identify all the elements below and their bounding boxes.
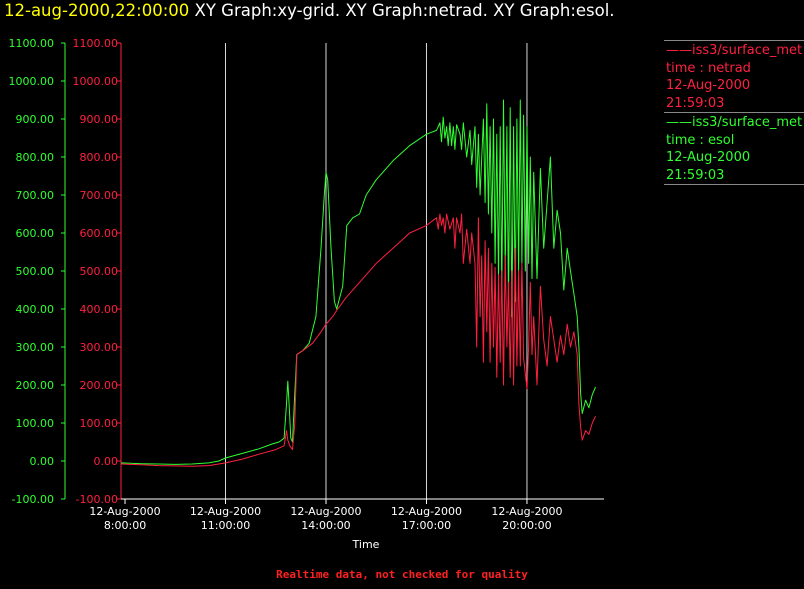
legend-netrad-time: 21:59:03 bbox=[666, 95, 725, 111]
y-tick-label-netrad: 500.00 bbox=[80, 265, 119, 278]
y-tick-label-esol: 500.00 bbox=[16, 265, 55, 278]
legend-netrad-variable: time : netrad bbox=[666, 60, 751, 76]
y-tick-label-esol: 1100.00 bbox=[9, 37, 55, 50]
y-tick-label-esol: 800.00 bbox=[16, 151, 55, 164]
y-tick-label-netrad: 800.00 bbox=[80, 151, 119, 164]
y-tick-label-esol: 100.00 bbox=[16, 417, 55, 430]
legend-netrad-dataset: ——iss3/surface_met bbox=[666, 43, 803, 58]
series-line-netrad bbox=[120, 213, 597, 467]
y-tick-label-esol: -100.00 bbox=[12, 493, 54, 506]
legend-esol: ——iss3/surface_met time : esol 12-Aug-20… bbox=[664, 112, 804, 185]
x-tick-date-label: 12-Aug-2000 bbox=[190, 505, 261, 518]
y-tick-label-netrad: 400.00 bbox=[80, 303, 119, 316]
y-tick-label-netrad: -100.00 bbox=[76, 493, 118, 506]
y-tick-label-esol: 600.00 bbox=[16, 227, 55, 240]
y-tick-label-esol: 0.00 bbox=[30, 455, 55, 468]
legend: ——iss3/surface_met time : netrad 12-Aug-… bbox=[664, 40, 804, 185]
x-tick-date-label: 12-Aug-2000 bbox=[491, 505, 562, 518]
x-tick-date-label: 12-Aug-2000 bbox=[391, 505, 462, 518]
title-timestamp: 12-aug-2000,22:00:00 bbox=[4, 1, 190, 20]
y-tick-label-netrad: 600.00 bbox=[80, 227, 119, 240]
x-tick-date-label: 12-Aug-2000 bbox=[290, 505, 361, 518]
x-tick-time-label: 11:00:00 bbox=[201, 519, 250, 532]
y-tick-label-esol: 1000.00 bbox=[9, 75, 55, 88]
y-tick-label-esol: 300.00 bbox=[16, 341, 55, 354]
y-tick-label-netrad: 700.00 bbox=[80, 189, 119, 202]
title-graph-list: XY Graph:xy-grid. XY Graph:netrad. XY Gr… bbox=[194, 1, 615, 20]
y-tick-label-netrad: 1000.00 bbox=[73, 75, 119, 88]
y-tick-label-netrad: 1100.00 bbox=[73, 37, 119, 50]
y-tick-label-netrad: 100.00 bbox=[80, 417, 119, 430]
x-tick-time-label: 20:00:00 bbox=[502, 519, 551, 532]
y-tick-label-netrad: 300.00 bbox=[80, 341, 119, 354]
y-tick-label-netrad: 900.00 bbox=[80, 113, 119, 126]
legend-esol-time: 21:59:03 bbox=[666, 167, 725, 183]
x-tick-time-label: 8:00:00 bbox=[104, 519, 146, 532]
x-axis-title: Time bbox=[352, 538, 380, 551]
y-tick-label-esol: 200.00 bbox=[16, 379, 55, 392]
quality-notice: Realtime data, not checked for quality bbox=[276, 568, 528, 581]
legend-netrad-date: 12-Aug-2000 bbox=[666, 78, 751, 93]
legend-netrad: ——iss3/surface_met time : netrad 12-Aug-… bbox=[664, 40, 804, 112]
x-tick-time-label: 17:00:00 bbox=[402, 519, 451, 532]
x-tick-date-label: 12-Aug-2000 bbox=[89, 505, 160, 518]
y-tick-label-esol: 400.00 bbox=[16, 303, 55, 316]
legend-esol-dataset: ——iss3/surface_met bbox=[666, 115, 803, 130]
y-tick-label-netrad: 200.00 bbox=[80, 379, 119, 392]
x-tick-time-label: 14:00:00 bbox=[301, 519, 350, 532]
graph-title: 12-aug-2000,22:00:00 XY Graph:xy-grid. X… bbox=[4, 1, 615, 20]
y-tick-label-esol: 700.00 bbox=[16, 189, 55, 202]
series-line-esol bbox=[120, 99, 597, 465]
legend-esol-date: 12-Aug-2000 bbox=[666, 150, 751, 165]
y-tick-label-netrad: 0.00 bbox=[94, 455, 119, 468]
legend-esol-variable: time : esol bbox=[666, 132, 735, 148]
y-tick-label-esol: 900.00 bbox=[16, 113, 55, 126]
